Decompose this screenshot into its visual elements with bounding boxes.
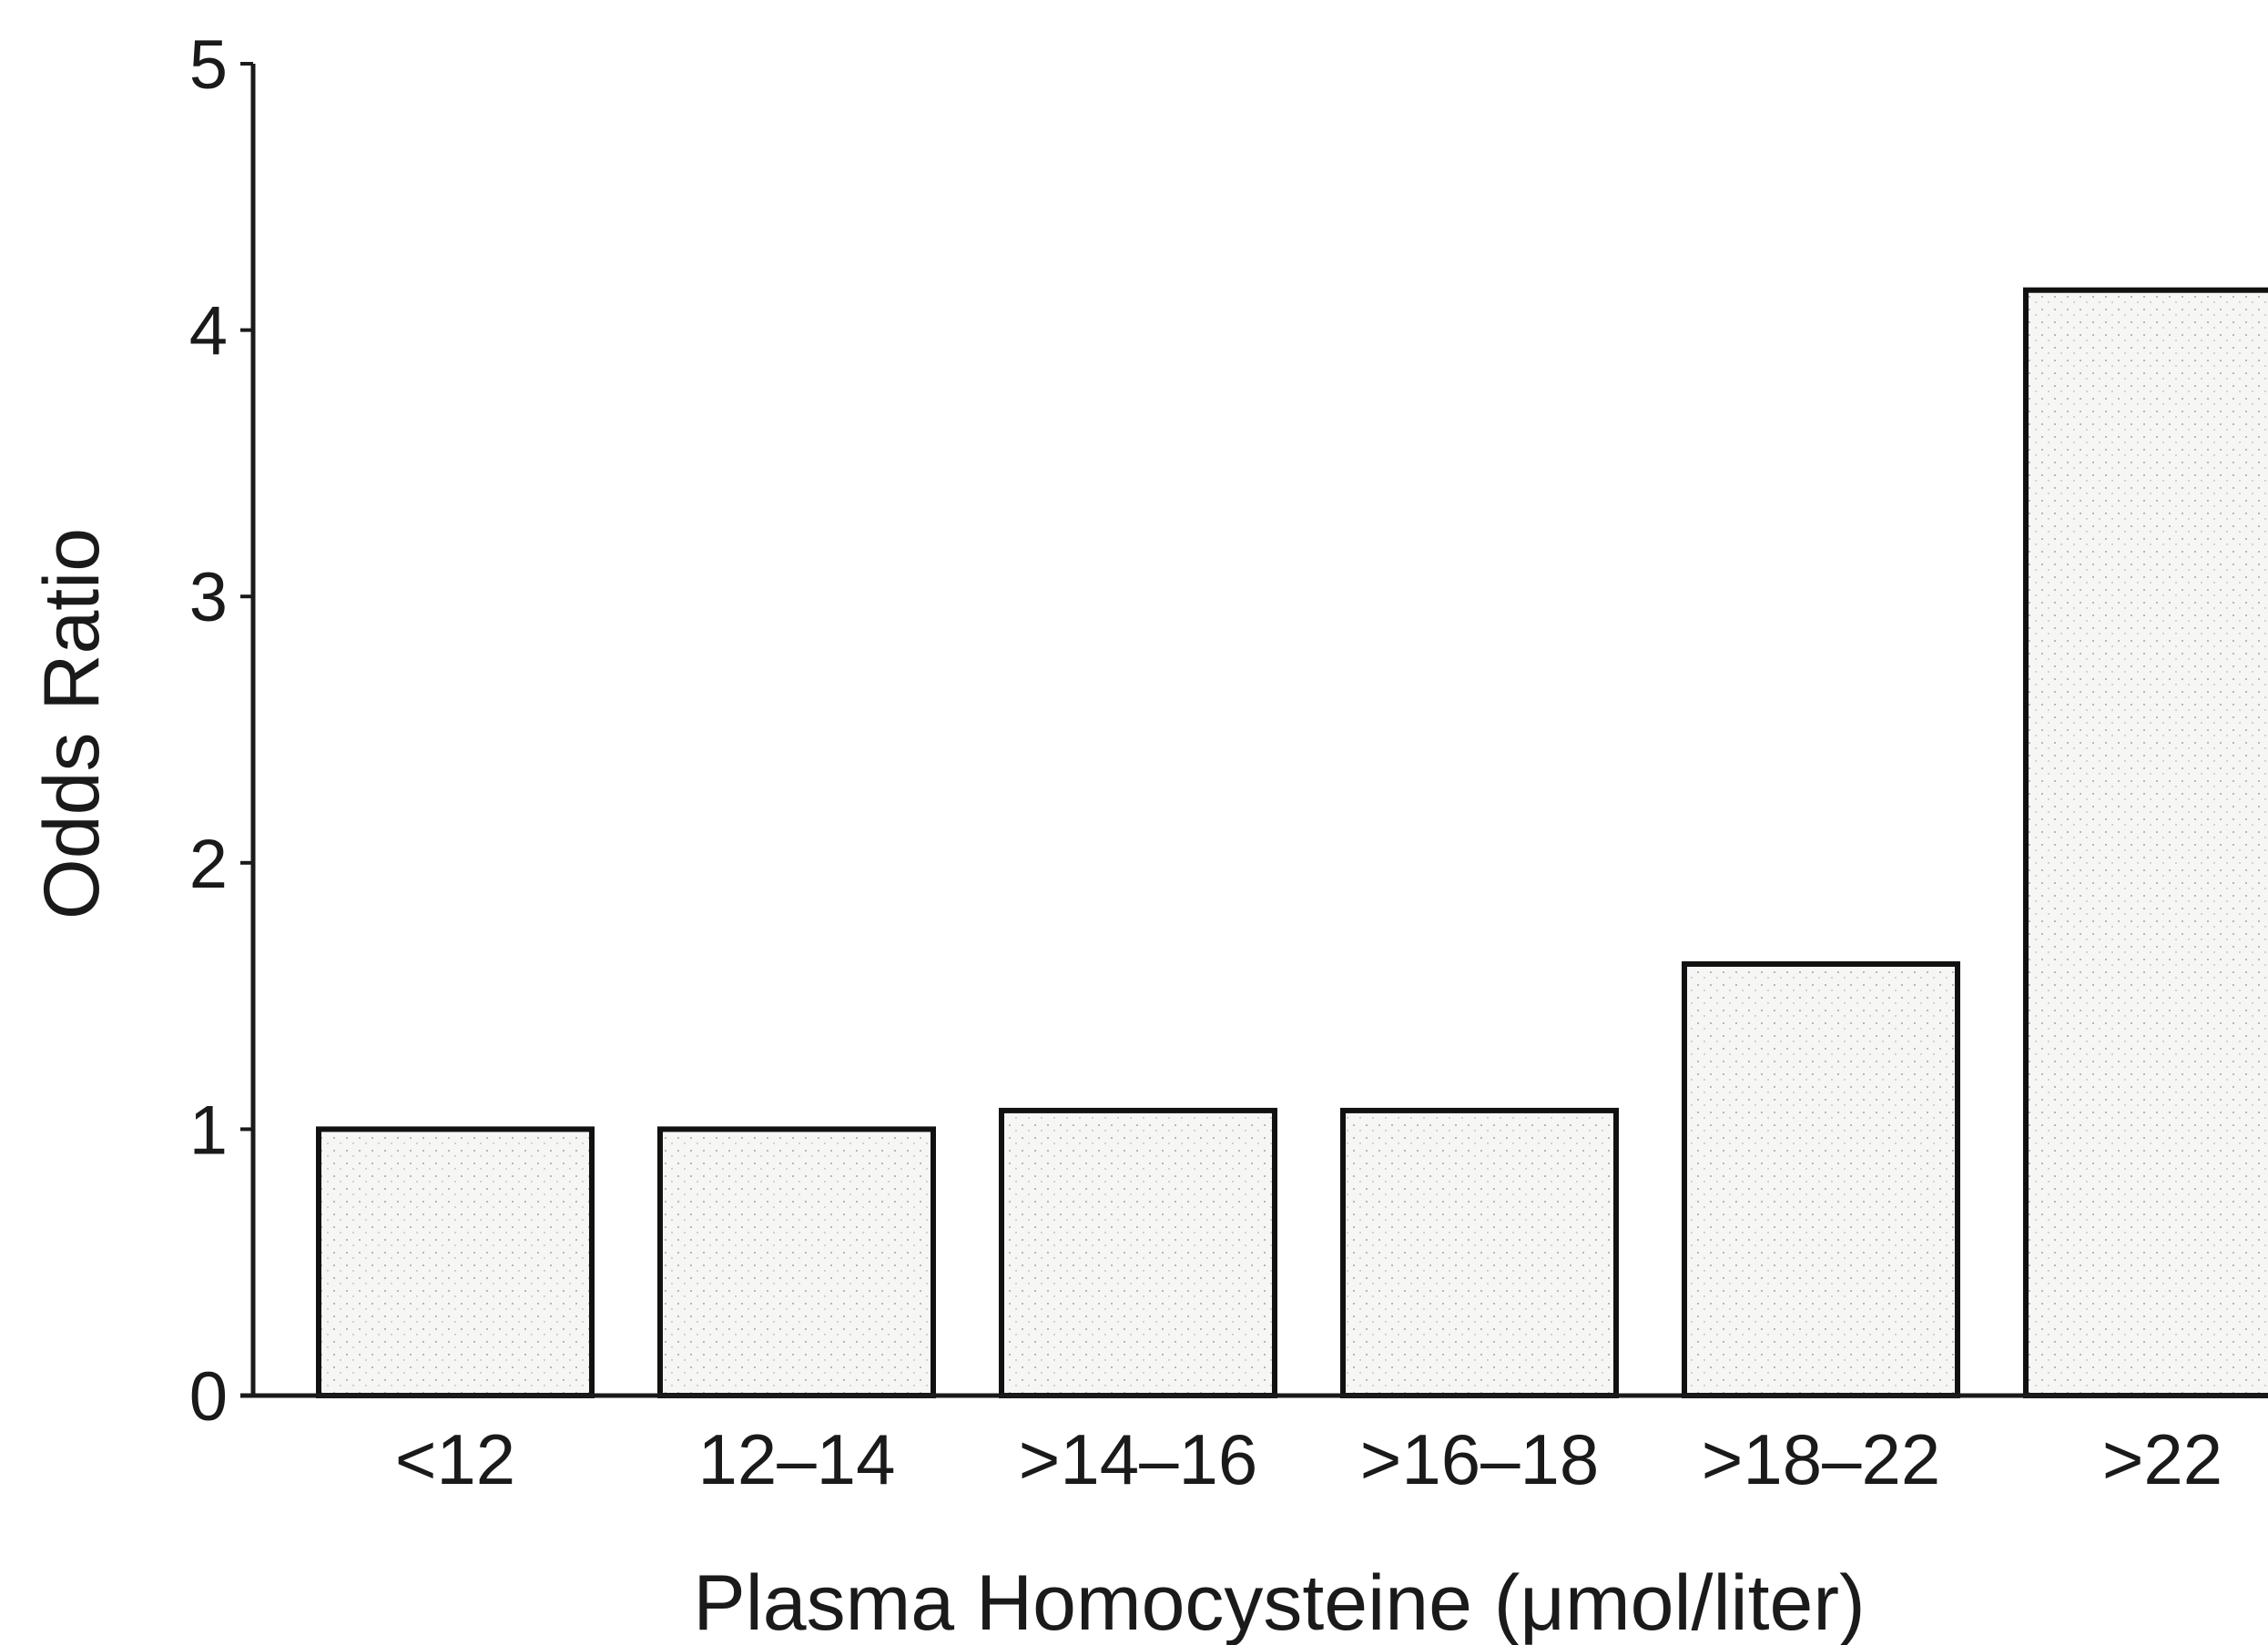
x-tick-label: >18–22 [1702,1419,1940,1499]
x-tick-label: 12–14 [698,1419,896,1499]
y-ticks: 0 1 2 3 4 5 [189,26,253,1436]
y-tick-label: 3 [189,559,228,636]
x-tick-label: >22 [2102,1419,2222,1499]
bars [316,287,2268,1399]
y-tick-label: 5 [189,26,228,104]
y-tick-label: 2 [189,826,228,903]
x-tick-label: >16–18 [1360,1419,1599,1499]
x-tick-labels: <12 12–14 >14–16 >16–18 >18–22 >22 [395,1419,2222,1499]
bar [316,1126,595,1399]
y-tick-label: 0 [189,1358,228,1436]
x-tick-label: >14–16 [1019,1419,1257,1499]
x-axis-title: Plasma Homocysteine (μmol/liter) [693,1559,1865,1645]
bar [1340,1107,1619,1398]
bar [999,1107,1277,1398]
y-axis-title: Odds Ratio [28,528,116,919]
x-tick-label: <12 [395,1419,515,1499]
y-tick-label: 4 [189,293,228,371]
axes [240,64,2268,1398]
y-tick-label: 1 [189,1092,228,1169]
bar [1682,960,1960,1399]
bar [2023,287,2268,1399]
bar [657,1126,936,1399]
